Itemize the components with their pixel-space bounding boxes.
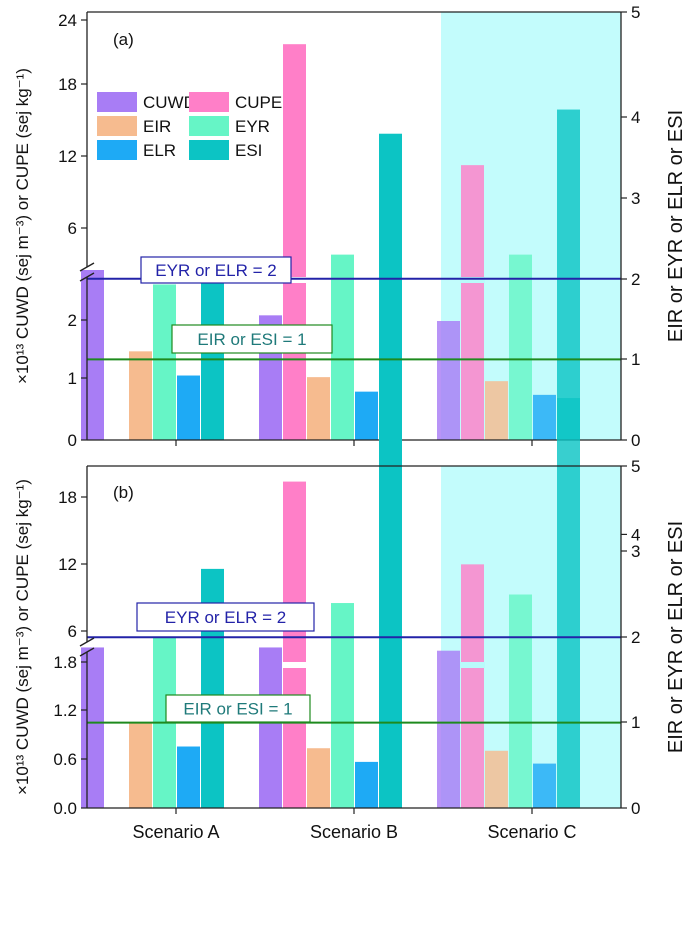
legend-swatch-esi (189, 140, 229, 160)
bar-cupe-2 (283, 481, 306, 808)
category-label: Scenario C (487, 822, 576, 842)
left-tick-label: 6 (68, 219, 77, 238)
bar-cupe-3 (461, 165, 484, 440)
left-tick-label: 1.8 (53, 653, 77, 672)
legend-label-cupe: CUPE (235, 93, 282, 112)
legend-swatch-cupe (189, 92, 229, 112)
bar-elr-1 (177, 375, 200, 440)
legend-label-eir: EIR (143, 117, 171, 136)
reference-label-2: EIR or ESI = 1 (183, 700, 292, 719)
bar-eir-1 (129, 351, 152, 440)
bar-eyr-3 (509, 254, 532, 440)
bar-esi-2 (379, 432, 402, 808)
left-tick-label: 0.6 (53, 750, 77, 769)
bar-eyr-3 (509, 594, 532, 808)
axis-break-mark (79, 272, 95, 282)
bar-elr-2 (355, 761, 378, 808)
right-tick-label: 3 (631, 189, 640, 208)
right-tick-label: 5 (631, 3, 640, 22)
bar-esi-3 (557, 109, 580, 440)
panel-label: (a) (113, 30, 134, 49)
bar-elr-2 (355, 391, 378, 440)
legend-swatch-eyr (189, 116, 229, 136)
panel-label: (b) (113, 483, 134, 502)
right-tick-label: 3 (631, 542, 640, 561)
right-tick-label: 2 (631, 628, 640, 647)
reference-label-2: EIR or ESI = 1 (197, 330, 306, 349)
legend-swatch-elr (97, 140, 137, 160)
left-axis-title: ×10¹³ CUWD (sej m⁻³) or CUPE (sej kg⁻¹) (13, 479, 32, 795)
left-axis-title: ×10¹³ CUWD (sej m⁻³) or CUPE (sej kg⁻¹) (13, 68, 32, 384)
bar-eyr-2 (331, 254, 354, 440)
right-tick-label: 4 (631, 108, 640, 127)
bar-eyr-1 (153, 284, 176, 440)
right-tick-label: 2 (631, 270, 640, 289)
axis-break-gap (460, 662, 485, 668)
left-tick-label: 1.2 (53, 701, 77, 720)
bar-esi-2 (379, 133, 402, 440)
left-tick-label: 18 (58, 488, 77, 507)
left-tick-label: 12 (58, 555, 77, 574)
legend-label-esi: ESI (235, 141, 262, 160)
bar-eir-2 (307, 377, 330, 440)
left-tick-label: 18 (58, 75, 77, 94)
left-tick-label: 0 (68, 431, 77, 450)
bar-cuwd-2 (259, 647, 282, 808)
bar-eir-2 (307, 748, 330, 808)
legend-label-cuwd: CUWD (143, 93, 196, 112)
axis-break-gap (282, 662, 307, 668)
legend-swatch-eir (97, 116, 137, 136)
right-tick-label: 0 (631, 431, 640, 450)
bar-eir-3 (485, 750, 508, 808)
bar-esi-3 (557, 398, 580, 808)
axis-break-gap (460, 277, 485, 283)
left-tick-label: 24 (58, 11, 77, 30)
legend-swatch-cuwd (97, 92, 137, 112)
legend-label-eyr: EYR (235, 117, 270, 136)
bar-cuwd-1 (81, 270, 104, 440)
reference-label-box-2 (165, 694, 311, 723)
bar-cuwd-3 (437, 650, 460, 808)
right-tick-label: 0 (631, 799, 640, 818)
legend-label-elr: ELR (143, 141, 176, 160)
bar-elr-1 (177, 746, 200, 808)
reference-label-box-1 (136, 602, 315, 632)
bar-cupe-2 (283, 44, 306, 440)
category-label: Scenario B (310, 822, 398, 842)
left-tick-label: 0.0 (53, 799, 77, 818)
reference-label-box-2 (171, 324, 333, 354)
bar-eir-3 (485, 381, 508, 440)
reference-label-1: EYR or ELR = 2 (165, 608, 286, 627)
right-tick-label: 1 (631, 713, 640, 732)
left-tick-label: 12 (58, 147, 77, 166)
right-tick-label: 1 (631, 350, 640, 369)
bar-elr-3 (533, 763, 556, 808)
axis-break-mark (79, 637, 95, 647)
chart-panel-b: EYR or ELR = 2 EIR or ESI = 1 0.0 0.6 1.2 1.8… (13, 398, 687, 842)
right-axis-title: EIR or EYR or ELR or ESI (665, 110, 687, 342)
bar-cuwd-1 (81, 647, 104, 808)
legend: CUWD CUPE EIR EYR ELR ESI (97, 92, 282, 160)
left-tick-label: 1 (68, 369, 77, 388)
axis-break-mark (79, 262, 95, 272)
category-label: Scenario A (132, 822, 219, 842)
right-axis-title: EIR or EYR or ELR or ESI (665, 521, 687, 753)
bar-eyr-2 (331, 603, 354, 808)
left-tick-label: 2 (68, 311, 77, 330)
bar-elr-3 (533, 394, 556, 440)
bar-eir-1 (129, 722, 152, 808)
axis-break-mark (79, 647, 95, 657)
axis-break-gap (282, 277, 307, 283)
right-tick-label: 5 (631, 457, 640, 476)
bar-esi-1 (201, 270, 224, 440)
reference-label-box-1 (140, 256, 292, 284)
left-tick-label: 6 (68, 622, 77, 641)
reference-label-1: EYR or ELR = 2 (155, 261, 276, 280)
bar-cupe-3 (461, 564, 484, 808)
bar-cuwd-3 (437, 321, 460, 440)
right-tick-label: 4 (631, 525, 640, 544)
